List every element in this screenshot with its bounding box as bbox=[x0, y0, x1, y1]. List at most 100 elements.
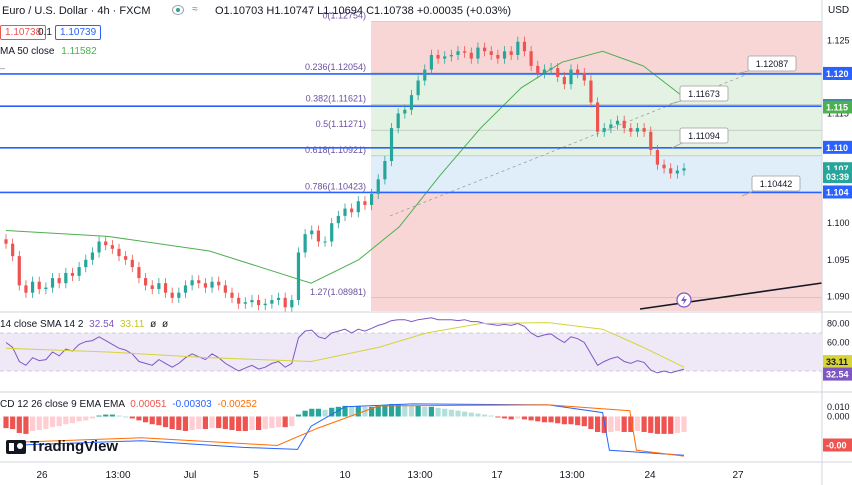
macd-histogram-bar bbox=[541, 416, 548, 423]
candle bbox=[210, 276, 214, 293]
candle-body bbox=[130, 259, 134, 268]
fib-label: 0.236(1.12054) bbox=[305, 62, 366, 72]
candle-body bbox=[376, 179, 380, 194]
macd-histogram-bar bbox=[209, 416, 215, 429]
rsi-axis-badge-text: 32.54 bbox=[826, 370, 849, 380]
macd-histogram-bar bbox=[501, 416, 508, 419]
candle-body bbox=[11, 243, 15, 257]
candle-body bbox=[50, 278, 55, 288]
candle bbox=[376, 174, 380, 200]
candle-body bbox=[137, 267, 141, 279]
candle bbox=[350, 203, 354, 218]
candle-body bbox=[576, 69, 580, 74]
candle bbox=[117, 243, 121, 262]
candle bbox=[130, 254, 134, 273]
lightning-icon-bolt bbox=[681, 295, 687, 305]
candle bbox=[389, 122, 394, 167]
candle-body bbox=[4, 239, 8, 244]
macd-histogram-bar bbox=[302, 410, 308, 417]
macd-histogram-bar bbox=[249, 416, 255, 431]
price-axis-badge-text: 1.115 bbox=[826, 102, 848, 112]
candle bbox=[409, 90, 414, 115]
macd-histogram-bar bbox=[681, 416, 687, 432]
candle-body bbox=[449, 54, 453, 57]
ohlc-values: O1.10703 H1.10747 L1.10694 C1.10738 +0.0… bbox=[215, 5, 512, 17]
macd-histogram-bar bbox=[109, 414, 115, 417]
candle-body bbox=[529, 51, 533, 66]
candle bbox=[336, 210, 340, 229]
time-tick-label: 17 bbox=[491, 470, 503, 481]
settings-icon[interactable]: ≈ bbox=[192, 4, 198, 15]
macd-histogram-bar bbox=[182, 416, 189, 431]
candle bbox=[137, 261, 141, 284]
candle-body bbox=[44, 287, 48, 290]
candle bbox=[522, 36, 527, 57]
candle bbox=[502, 46, 507, 64]
candle bbox=[150, 280, 154, 295]
macd-histogram-bar bbox=[648, 416, 654, 433]
candle-body bbox=[217, 281, 221, 286]
macd-histogram-bar bbox=[674, 416, 680, 433]
callout-text: 1.11673 bbox=[688, 89, 720, 99]
candle-body bbox=[436, 54, 440, 59]
candle bbox=[263, 298, 267, 311]
callout-text: 1.11094 bbox=[688, 131, 720, 141]
candle-body bbox=[310, 230, 314, 235]
macd-histogram-bar bbox=[575, 416, 581, 426]
macd-histogram-bar bbox=[495, 416, 501, 418]
candle-body bbox=[682, 168, 686, 171]
candle-body bbox=[549, 68, 553, 70]
candle bbox=[476, 42, 480, 64]
candle-body bbox=[30, 281, 35, 293]
macd-histogram-bar bbox=[222, 416, 228, 430]
collapse-icon[interactable]: – bbox=[0, 63, 6, 73]
macd-histogram-bar bbox=[23, 416, 29, 434]
macd-histogram-bar bbox=[588, 416, 594, 430]
candle bbox=[17, 251, 21, 291]
ma-label: MA 50 close bbox=[0, 46, 55, 57]
candle bbox=[203, 278, 208, 293]
candle-body bbox=[77, 267, 81, 276]
macd-tick-label: 0.000 bbox=[827, 412, 850, 422]
macd-histogram-bar bbox=[661, 416, 667, 434]
macd-histogram-bar bbox=[116, 415, 122, 417]
fib-label: 0.382(1.11621) bbox=[306, 94, 366, 104]
fib-label: 0.5(1.11271) bbox=[316, 119, 366, 129]
macd-histogram-bar bbox=[362, 406, 368, 417]
candle-body bbox=[57, 278, 61, 284]
tradingview-logo[interactable]: TradingView bbox=[6, 438, 118, 455]
macd-histogram-bar bbox=[435, 407, 441, 417]
candle-body bbox=[323, 241, 327, 243]
candle-body bbox=[443, 56, 447, 59]
price-axis-badge bbox=[823, 140, 852, 154]
candle-body bbox=[70, 272, 75, 276]
candle-body bbox=[476, 47, 480, 59]
sell-price-pill[interactable]: 1.10738 bbox=[0, 25, 47, 40]
symbol-title[interactable]: Euro / U.S. Dollar · 4h · FXCM bbox=[2, 5, 151, 17]
macd-histogram-bar bbox=[475, 413, 481, 417]
macd-histogram-bar bbox=[255, 416, 262, 431]
time-tick-label: 13:00 bbox=[559, 470, 584, 481]
macd-legend: CD 12 26 close 9 EMA EMA 0.00051 -0.0030… bbox=[0, 399, 257, 410]
candle-body bbox=[615, 120, 620, 125]
macd-histogram-bar bbox=[368, 406, 375, 417]
candle-body bbox=[522, 41, 527, 52]
candle bbox=[556, 62, 560, 82]
price-tick-label: 1.090 bbox=[827, 291, 850, 301]
macd-histogram-bar bbox=[641, 416, 647, 432]
macd-histogram-bar bbox=[269, 416, 275, 429]
candle bbox=[190, 275, 194, 291]
candle-body bbox=[84, 259, 88, 268]
macd-histogram-bar bbox=[614, 416, 621, 431]
macd-histogram-bar bbox=[342, 405, 348, 417]
spread-value: 0.1 bbox=[38, 27, 52, 38]
time-tick-label: 27 bbox=[732, 470, 744, 481]
callout-text: 1.12087 bbox=[756, 59, 789, 69]
candle-body bbox=[330, 223, 334, 242]
eye-icon[interactable] bbox=[172, 5, 184, 15]
buy-price-pill[interactable]: 1.10739 bbox=[55, 25, 102, 40]
candle-body bbox=[675, 170, 679, 174]
macd-histogram-bar bbox=[422, 406, 428, 417]
price-axis-badge-text: 1.104 bbox=[826, 187, 849, 197]
candle-body bbox=[24, 285, 28, 293]
